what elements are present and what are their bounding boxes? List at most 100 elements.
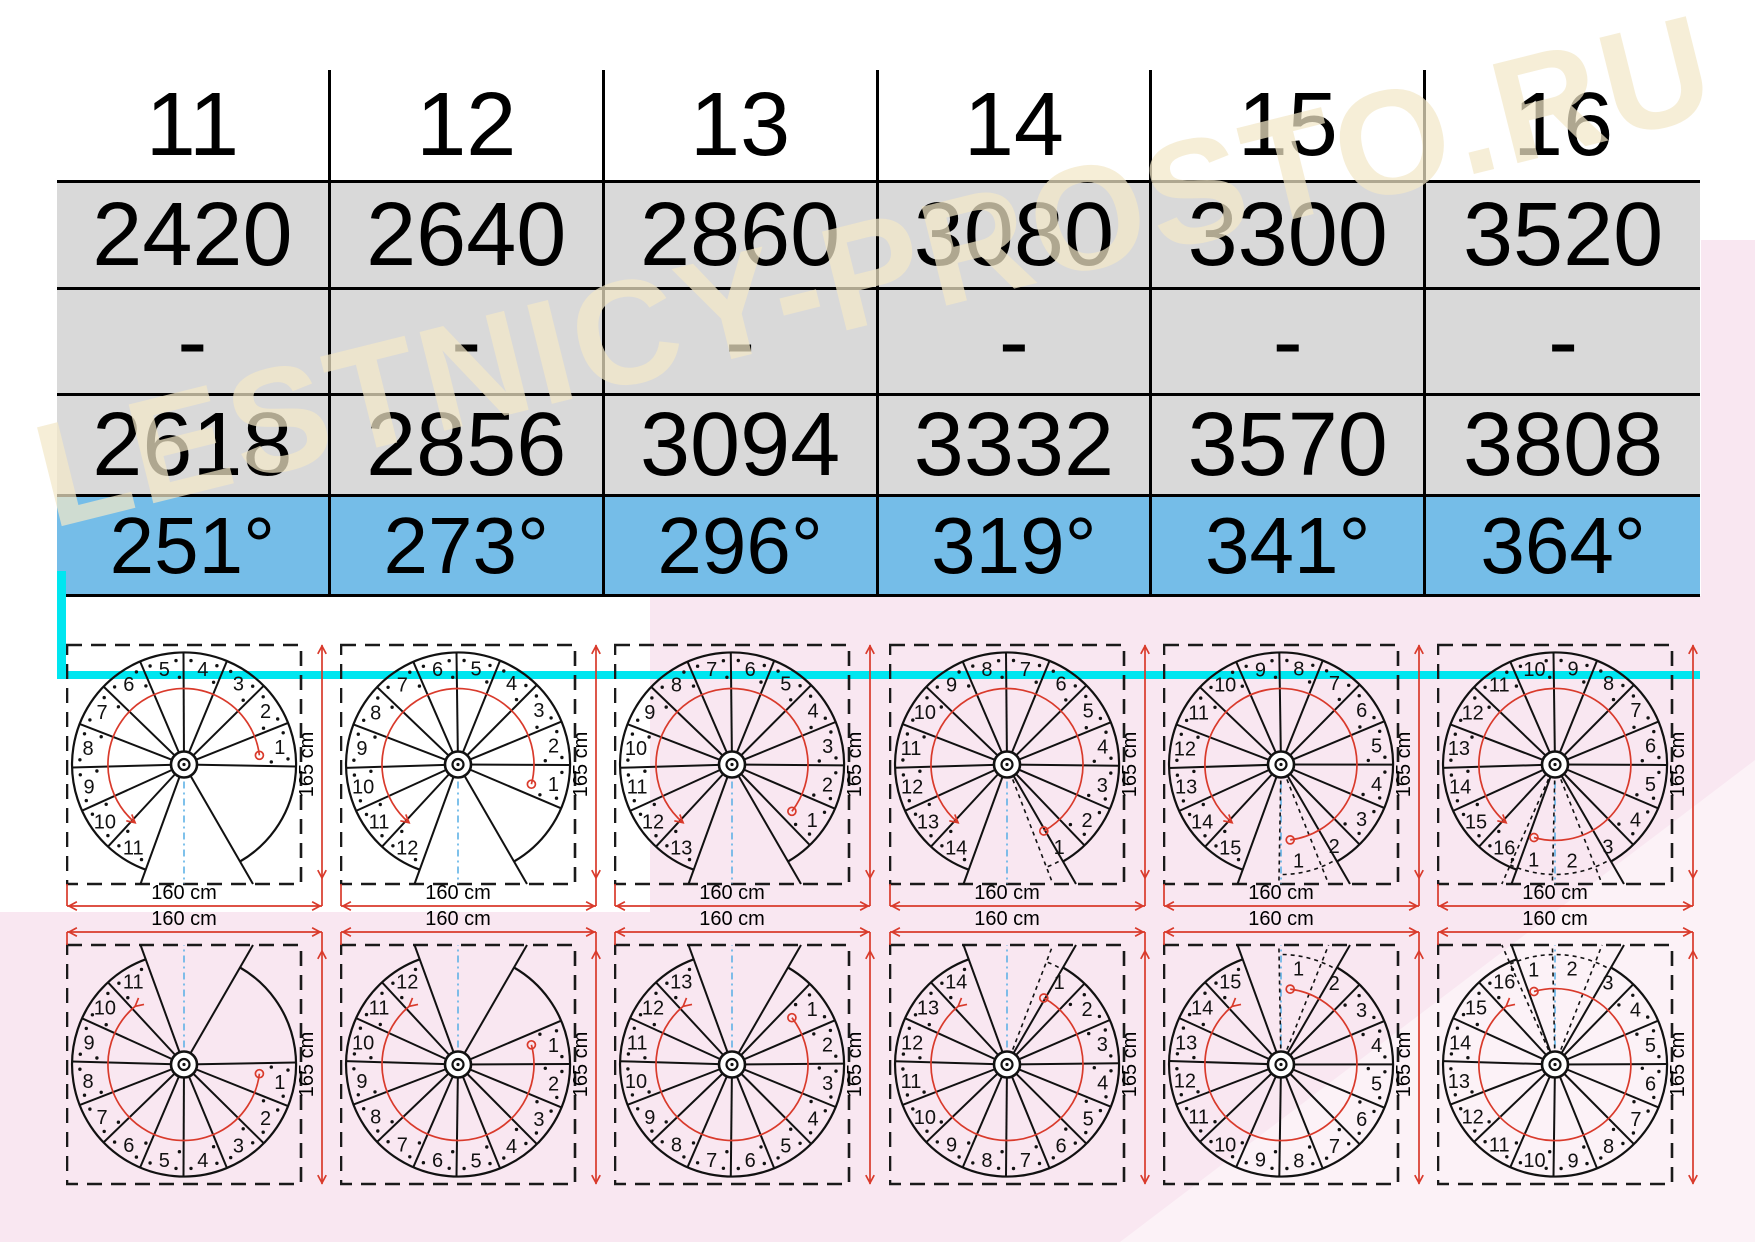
staircase-plan-12-steps: 1 2 3 4 5 6 7 8 9 10 11 12 160 cm 165 cm — [339, 639, 614, 944]
step-number-label: 6 — [1645, 736, 1656, 758]
length-value-cell: 2856 — [330, 396, 605, 494]
step-number-label: 3 — [1097, 1034, 1108, 1056]
walk-line-arc — [381, 1005, 535, 1142]
step-number-label: 2 — [548, 1073, 559, 1095]
height-value-cell: 3300 — [1152, 183, 1427, 287]
width-dimension-label: 160 cm — [151, 908, 217, 930]
step-number-label: 1 — [1528, 959, 1539, 981]
step-number-label: 4 — [197, 1150, 208, 1172]
step-number-label: 6 — [1356, 1109, 1367, 1131]
step-number-label: 8 — [370, 1107, 381, 1129]
step-number-label: 3 — [233, 1135, 244, 1157]
step-number-label: 11 — [627, 777, 648, 799]
step-number-label: 5 — [1645, 1035, 1656, 1057]
walk-line-arc — [1478, 687, 1632, 842]
step-number-label: 5 — [1371, 1074, 1382, 1096]
step-number-label: 5 — [159, 1150, 170, 1172]
step-number-label: 3 — [1602, 836, 1613, 858]
staircase-plan-13-steps: 1 2 3 4 5 6 7 8 9 10 11 12 13 160 cm 165 cm — [613, 639, 888, 944]
step-number-label: 10 — [625, 1071, 647, 1093]
step-number-label: 13 — [1175, 777, 1197, 799]
height-value-cell: 2860 — [604, 183, 879, 287]
plan-boundary-box — [1162, 943, 1400, 1186]
step-number-label: 14 — [945, 838, 967, 860]
step-number-label: 5 — [1083, 701, 1094, 723]
step-number-label: 10 — [94, 998, 116, 1020]
width-dimension-label: 160 cm — [974, 908, 1040, 930]
step-number-label: 11 — [627, 1033, 648, 1055]
step-number-label: 1 — [548, 774, 559, 796]
step-number-label: 12 — [642, 812, 664, 834]
step-number-label: 4 — [1371, 1035, 1382, 1057]
step-number-label: 8 — [981, 659, 992, 681]
step-number-label: 5 — [470, 1150, 481, 1172]
step-number-label: 2 — [1329, 836, 1340, 858]
height-dimension-label: 165 cm — [844, 1032, 866, 1098]
step-number-label: 15 — [1465, 997, 1487, 1019]
height-value-cell: 3520 — [1426, 183, 1700, 287]
rotation-degrees-cell: 364° — [1426, 497, 1700, 594]
step-number-label: 9 — [1255, 659, 1266, 681]
height-dimension-label: 165 cm — [570, 1032, 592, 1098]
step-number-label: 12 — [396, 838, 418, 860]
step-number-label: 6 — [123, 1135, 134, 1157]
step-number-label: 4 — [197, 659, 208, 681]
step-number-label: 3 — [1356, 1000, 1367, 1022]
step-number-label: 12 — [1462, 702, 1484, 724]
step-number-label: 13 — [917, 998, 939, 1020]
step-number-label: 7 — [1630, 1109, 1641, 1131]
step-number-label: 12 — [901, 777, 923, 799]
step-number-label: 7 — [397, 675, 408, 697]
length-value-cell: 2618 — [57, 396, 331, 494]
dimension-lines: 160 cm 165 cm — [340, 908, 601, 1185]
step-number-label: 12 — [1462, 1107, 1484, 1129]
height-dimension-label: 165 cm — [296, 732, 318, 798]
step-number-label: 10 — [94, 812, 116, 834]
step-number-label: 8 — [671, 675, 682, 697]
step-count-header-cell: 15 — [1152, 70, 1427, 180]
height-dimension-label: 165 cm — [844, 732, 866, 798]
walk-line-arc — [1204, 687, 1358, 841]
step-number-label: 4 — [808, 1109, 819, 1131]
rotation-degrees-cell: 296° — [604, 497, 879, 594]
step-number-label: 9 — [1567, 659, 1578, 681]
step-number-label: 5 — [780, 673, 791, 695]
step-number-label: 2 — [1567, 959, 1578, 981]
step-number-label: 11 — [1188, 1107, 1209, 1129]
length-value-cell: 3094 — [604, 396, 879, 494]
step-number-label: 5 — [1371, 735, 1382, 757]
step-number-label: 16 — [1493, 838, 1515, 860]
width-dimension-label: 160 cm — [425, 908, 491, 930]
step-number-label: 5 — [1645, 774, 1656, 796]
step-number-label: 4 — [808, 700, 819, 722]
staircase-plan-14-steps: 1 2 3 4 5 6 7 8 9 10 11 12 13 14 160 cm 165 cm — [888, 639, 1163, 944]
step-number-label: 5 — [470, 659, 481, 681]
step-number-label: 3 — [822, 736, 833, 758]
step-number-label: 16 — [1493, 971, 1515, 993]
dash-cell: - — [604, 290, 879, 393]
step-number-label: 9 — [644, 702, 655, 724]
dimension-lines: 160 cm 165 cm — [614, 644, 875, 911]
width-dimension-label: 160 cm — [1248, 882, 1314, 904]
staircase-plan-15-steps-mirrored: 1 2 3 4 5 6 7 8 9 10 11 12 13 14 15 160 cm 165 cm — [1162, 899, 1437, 1204]
plan-boundary-box — [65, 943, 303, 1186]
step-number-label: 2 — [548, 736, 559, 758]
step-number-label: 4 — [506, 673, 517, 695]
step-number-label: 13 — [670, 971, 692, 993]
step-number-label: 9 — [1567, 1150, 1578, 1172]
rotation-degrees-cell: 273° — [330, 497, 605, 594]
step-number-label: 7 — [1630, 700, 1641, 722]
step-number-label: 9 — [83, 1033, 94, 1055]
step-number-label: 4 — [1371, 774, 1382, 796]
height-dimension-label: 165 cm — [1119, 1032, 1141, 1098]
dash-cell: - — [878, 290, 1153, 393]
step-number-label: 4 — [1097, 736, 1108, 758]
step-count-header-cell: 16 — [1513, 75, 1614, 175]
step-number-label: 13 — [1448, 1071, 1470, 1093]
height-value-cell: 2420 — [57, 183, 331, 287]
step-number-label: 15 — [1219, 838, 1241, 860]
step-number-label: 10 — [352, 1032, 374, 1054]
step-number-label: 8 — [82, 738, 93, 760]
width-dimension-label: 160 cm — [1248, 908, 1314, 930]
